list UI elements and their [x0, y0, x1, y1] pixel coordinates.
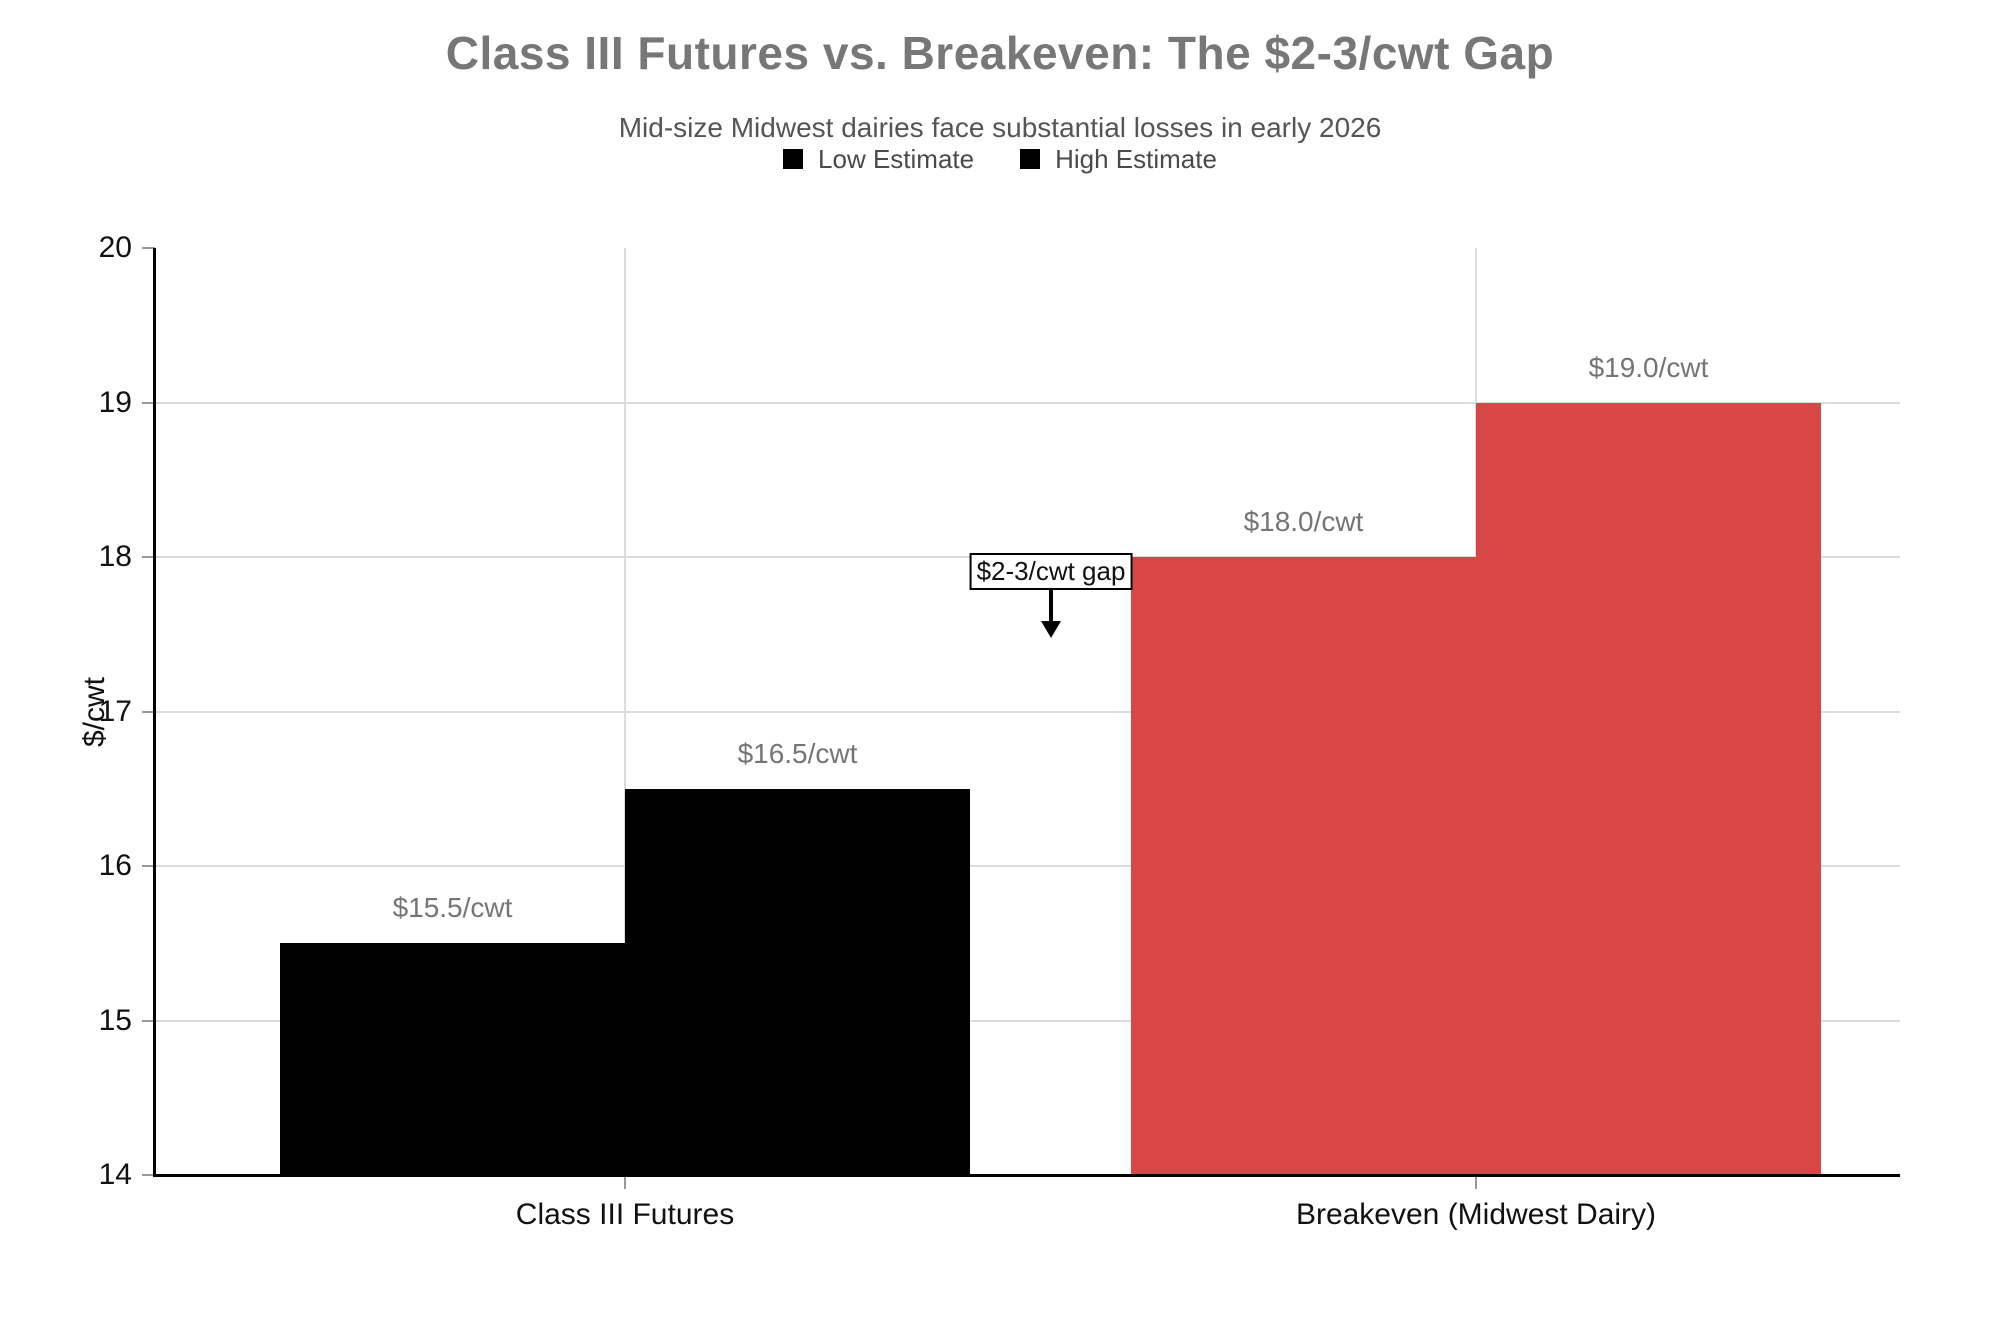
chart-title: Class III Futures vs. Breakeven: The $2-…	[445, 27, 1555, 79]
x-tick-class-iii-futures	[624, 1177, 626, 1189]
legend-label-low: Low Estimate	[818, 143, 975, 174]
y-tick-label-18: 18	[98, 540, 132, 573]
legend-item-high-estimate[interactable]: High Estimate	[1020, 144, 1217, 175]
y-tick-label-16: 16	[98, 849, 132, 882]
bar-value-label-breakeven-midwest-dairy-high-estimate: $19.0/cwt	[1588, 351, 1709, 383]
gridline-y-15	[155, 1019, 1900, 1022]
bar-breakeven-midwest-dairy-high-estimate	[1476, 402, 1821, 1175]
y-tick-16	[142, 865, 155, 867]
bar-class-iii-futures-high-estimate	[625, 788, 970, 1175]
y-tick-label-19: 19	[98, 385, 132, 419]
x-axis-label-breakeven-midwest-dairy: Breakeven (Midwest Dairy)	[1295, 1198, 1657, 1231]
bar-value-label-class-iii-futures-low-estimate: $15.5/cwt	[392, 892, 513, 924]
bar-class-iii-futures-low-estimate	[280, 943, 625, 1175]
gap-annotation-arrow-shaft	[1049, 589, 1053, 622]
x-axis-line	[153, 1174, 1900, 1177]
y-tick-19	[142, 401, 155, 404]
y-tick-label-17: 17	[98, 694, 132, 728]
y-tick-18	[142, 556, 155, 558]
y-tick-20	[142, 247, 155, 249]
chart-subtitle: Mid-size Midwest dairies face substantia…	[618, 112, 1382, 143]
gap-annotation: $2-3/cwt gap	[969, 553, 1133, 590]
legend-swatch-low-icon	[783, 149, 804, 169]
gridline-y-19	[155, 401, 1900, 404]
y-tick-label-14: 14	[98, 1158, 132, 1191]
gridline-x-group-1	[624, 248, 626, 1175]
y-tick-label-15: 15	[98, 1003, 132, 1037]
down-arrow-icon	[1041, 621, 1061, 638]
x-tick-breakeven-midwest-dairy	[1475, 1177, 1477, 1189]
legend-swatch-high-icon	[1020, 149, 1041, 169]
y-tick-label-20: 20	[98, 231, 132, 264]
gridline-y-16	[155, 865, 1900, 867]
bar-value-label-breakeven-midwest-dairy-low-estimate: $18.0/cwt	[1243, 506, 1364, 537]
y-axis-line	[153, 248, 156, 1177]
y-tick-15	[142, 1019, 155, 1022]
bar-value-label-class-iii-futures-high-estimate: $16.5/cwt	[737, 737, 858, 769]
legend-label-high: High Estimate	[1055, 143, 1217, 174]
y-tick-17	[142, 710, 155, 713]
legend: Low Estimate High Estimate	[0, 143, 2000, 175]
gridline-y-17	[155, 710, 1900, 713]
bar-breakeven-midwest-dairy-low-estimate	[1131, 557, 1476, 1175]
y-tick-14	[142, 1174, 155, 1176]
x-axis-label-class-iii-futures: Class III Futures	[515, 1198, 735, 1231]
legend-item-low-estimate[interactable]: Low Estimate	[783, 144, 974, 175]
